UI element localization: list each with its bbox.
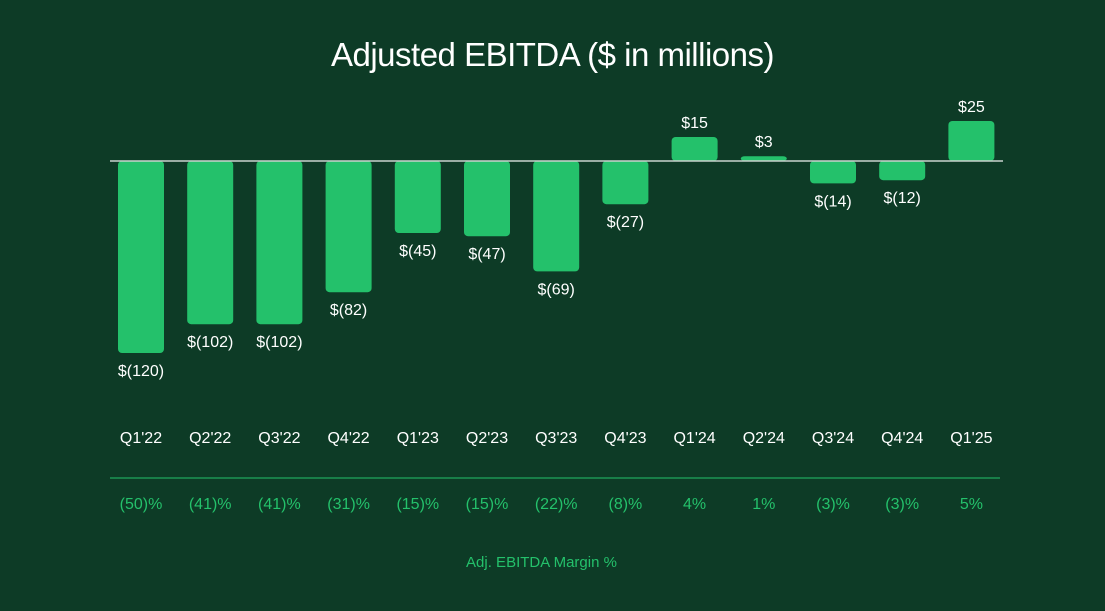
value-label-q2-23: $(47): [468, 246, 505, 263]
category-label-q1-22: Q1'22: [120, 430, 162, 447]
category-label-q2-23: Q2'23: [466, 430, 508, 447]
margin-label-q2-22: (41)%: [189, 496, 232, 513]
margin-label-q4-24: (3)%: [885, 496, 919, 513]
category-label-q2-22: Q2'22: [189, 430, 231, 447]
bar-q3-24: [810, 161, 856, 184]
value-label-q3-23: $(69): [538, 281, 575, 298]
bar-q1-24: [671, 137, 718, 161]
margin-labels-group: (50)% (41)% (41)% (31)% (15)% (15)% (22)% (8)% 4…: [120, 496, 983, 513]
value-label-q1-24: $15: [681, 115, 708, 132]
category-label-q3-23: Q3'23: [535, 430, 577, 447]
value-label-q3-24: $(14): [814, 193, 851, 210]
value-label-q1-22: $(120): [118, 363, 164, 380]
bar-q4-23: [602, 161, 649, 205]
value-label-q2-22: $(102): [187, 334, 233, 351]
margin-label-q3-23: (22)%: [535, 496, 578, 513]
bar-q2-22: [187, 161, 234, 325]
bar-q4-24: [879, 161, 926, 181]
bars-group: [118, 121, 995, 353]
value-label-q4-22: $(82): [330, 302, 367, 319]
value-label-q4-23: $(27): [607, 214, 644, 231]
category-label-q4-24: Q4'24: [881, 430, 923, 447]
value-label-q2-24: $3: [755, 134, 773, 151]
category-label-q1-25: Q1'25: [950, 430, 992, 447]
value-label-q4-24: $(12): [884, 190, 921, 207]
margin-label-q2-24: 1%: [752, 496, 775, 513]
margin-label-q3-22: (41)%: [258, 496, 301, 513]
bar-q1-23: [394, 161, 441, 233]
bar-q3-23: [533, 161, 580, 272]
category-label-q1-23: Q1'23: [397, 430, 439, 447]
margin-label-q1-24: 4%: [683, 496, 706, 513]
value-label-q1-25: $25: [958, 99, 985, 116]
bar-q3-22: [256, 161, 303, 325]
margin-label-q4-23: (8)%: [609, 496, 643, 513]
margin-label-q2-23: (15)%: [466, 496, 509, 513]
category-label-q2-24: Q2'24: [743, 430, 785, 447]
category-label-q3-24: Q3'24: [812, 430, 854, 447]
margin-label-q1-23: (15)%: [396, 496, 439, 513]
value-label-q1-23: $(45): [399, 243, 436, 260]
bar-q2-23: [464, 161, 510, 237]
category-label-q1-24: Q1'24: [673, 430, 715, 447]
category-label-q3-22: Q3'22: [258, 430, 300, 447]
bar-q1-22: [118, 161, 164, 353]
margin-label-q1-22: (50)%: [120, 496, 163, 513]
value-labels-group: $(120) $(102) $(102) $(82) $(45) $(47) $(69) $(…: [118, 99, 985, 380]
margin-axis-label: Adj. EBITDA Margin %: [466, 554, 617, 571]
category-label-q4-23: Q4'23: [604, 430, 646, 447]
margin-label-q1-25: 5%: [960, 496, 983, 513]
margin-label-q3-24: (3)%: [816, 496, 850, 513]
category-labels-group: Q1'22 Q2'22 Q3'22 Q4'22 Q1'23 Q2'23 Q3'23 Q4'23…: [120, 430, 993, 447]
margin-label-q4-22: (31)%: [327, 496, 370, 513]
category-label-q4-22: Q4'22: [327, 430, 369, 447]
bar-q1-25: [948, 121, 995, 161]
value-label-q3-22: $(102): [256, 334, 302, 351]
bar-q2-24: [740, 156, 787, 161]
bar-q4-22: [325, 161, 372, 293]
chart-title: Adjusted EBITDA ($ in millions): [330, 36, 775, 73]
